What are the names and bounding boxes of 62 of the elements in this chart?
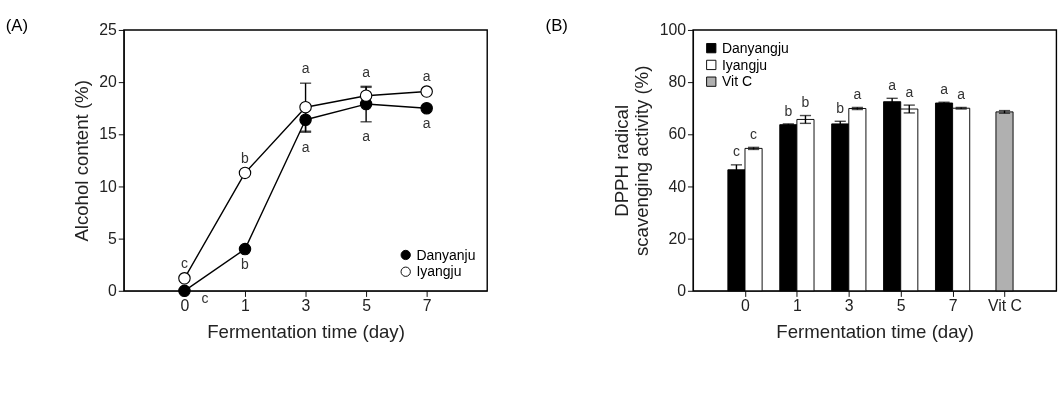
x-tick-label: 3	[301, 296, 311, 314]
annotation: a	[301, 138, 310, 155]
annotation: a	[905, 83, 914, 100]
x-tick-label: 0	[180, 296, 190, 314]
point	[420, 101, 433, 115]
y-tick-label: 20	[99, 73, 118, 91]
annotation: a	[362, 64, 371, 81]
annotation: b	[784, 102, 793, 119]
annotation: b	[801, 94, 810, 111]
x-tick-label: 5	[362, 296, 372, 314]
annotation: a	[301, 59, 310, 76]
chart-title: (A)	[5, 15, 28, 35]
y-tick-label: 0	[108, 281, 118, 299]
y-axis-title: Alcohol content (%)	[71, 80, 93, 242]
annotation: b	[836, 99, 845, 116]
legend-label: Danyangju	[721, 39, 789, 56]
point	[238, 166, 252, 180]
annotation: c	[750, 125, 758, 142]
x-tick-label: 3	[844, 296, 854, 314]
annotation: a	[888, 76, 897, 93]
annotation: b	[241, 149, 250, 166]
annotation: a	[362, 128, 371, 145]
y-tick-label: 10	[99, 177, 118, 195]
point	[178, 272, 191, 285]
legend-label: Iyangju	[721, 56, 768, 73]
y-tick-label: 100	[659, 21, 687, 39]
y-tick-label: 15	[99, 125, 118, 143]
x-tick-label: Vit C	[987, 296, 1022, 314]
legend-label: Vit C	[721, 73, 752, 90]
x-tick-label: 7	[948, 296, 958, 314]
x-tick-label: 7	[422, 296, 432, 314]
x-tick-label: 1	[792, 296, 802, 314]
y-tick-label: 40	[668, 177, 687, 195]
annotation: a	[422, 114, 431, 131]
annotation: c	[732, 143, 740, 160]
annotation: c	[201, 289, 209, 306]
point	[299, 113, 312, 126]
y-tick-label: 5	[108, 229, 118, 247]
y-tick-label: 20	[668, 229, 687, 247]
y-tick-label: 80	[668, 73, 687, 91]
chart-title: (B)	[545, 15, 568, 35]
annotation: a	[957, 86, 966, 103]
legend-label: Danyanju	[416, 246, 476, 263]
annotation: a	[940, 80, 949, 97]
x-axis-title: Fermentation time (day)	[776, 320, 975, 342]
point	[299, 100, 312, 114]
annotation: c	[180, 255, 188, 272]
x-tick-label: 5	[896, 296, 906, 314]
y-tick-label: 25	[99, 21, 118, 39]
legend-label: Iyangju	[416, 263, 462, 280]
point	[420, 85, 433, 98]
point	[178, 284, 191, 298]
point	[238, 242, 252, 256]
annotation: a	[422, 68, 431, 85]
y-axis-title: DPPH radical scavenging activity (%)	[611, 65, 653, 257]
annotation: a	[853, 86, 862, 103]
y-tick-label: 0	[677, 281, 687, 299]
x-tick-label: 1	[241, 296, 251, 314]
annotation: b	[241, 255, 250, 272]
x-axis-title: Fermentation time (day)	[207, 320, 405, 342]
x-tick-label: 0	[741, 296, 751, 314]
y-tick-label: 60	[668, 125, 687, 143]
